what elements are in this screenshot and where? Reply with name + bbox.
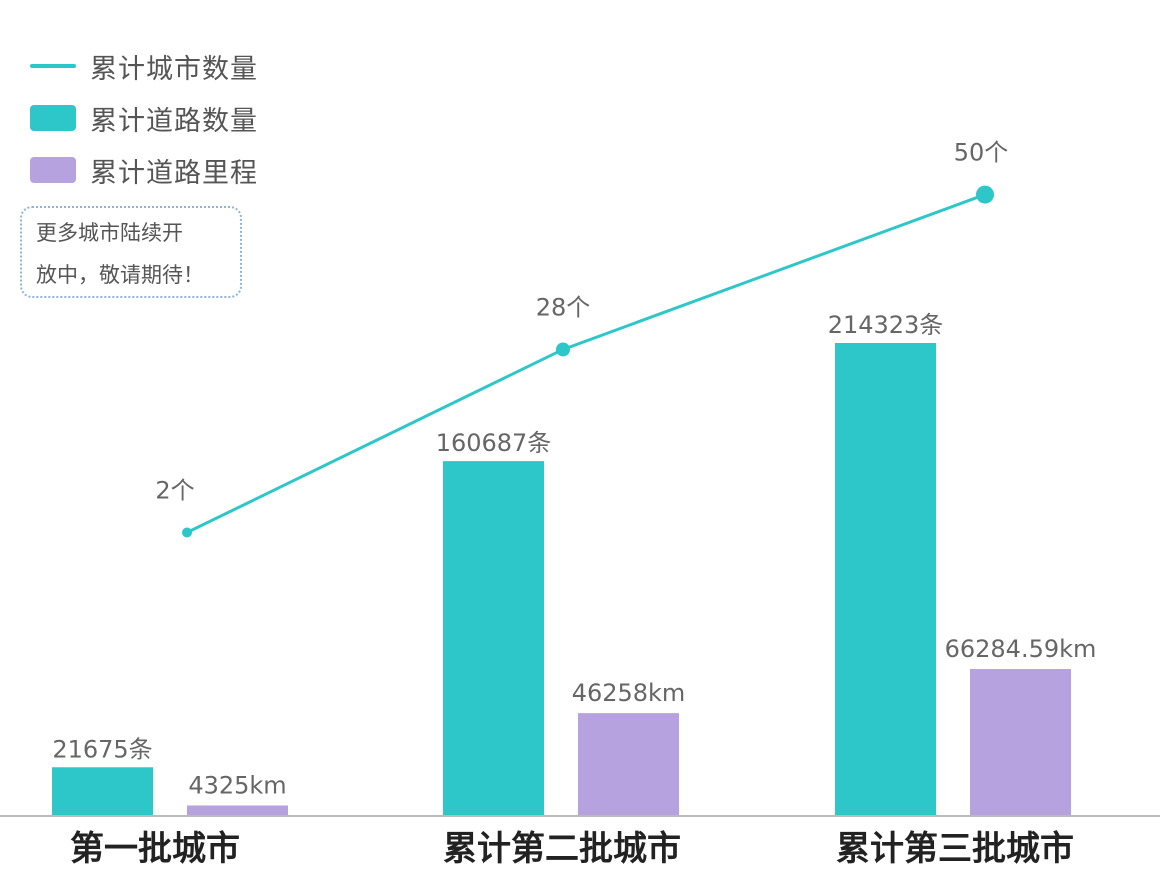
legend-item-road-count[interactable]: 累计道路数量 (30, 92, 258, 144)
category-label: 第一批城市 (70, 829, 240, 869)
bar-road-mileage[interactable] (187, 805, 288, 815)
legend-box-swatch (30, 157, 76, 183)
city-count-point[interactable] (556, 342, 570, 357)
bar-label-road-mileage: 46258km (572, 679, 686, 707)
bar-road-count[interactable] (835, 343, 936, 815)
category-label: 累计第二批城市 (443, 829, 681, 869)
note-line-1: 更多城市陆续开 (36, 221, 183, 245)
bar-value-labels: 21675条 4325km 160687条 46258km 214323条 66284.5… (52, 311, 1096, 799)
bar-road-count[interactable] (52, 767, 153, 815)
road-count-bars (52, 343, 936, 815)
road-mileage-bars (187, 669, 1071, 815)
note-line-2: 放中，敬请期待！ (36, 263, 204, 287)
bar-label-road-count: 160687条 (436, 429, 552, 457)
legend-box-swatch (30, 105, 76, 131)
city-count-line-series: 2个 28个 50个 (155, 139, 1008, 538)
city-count-label: 2个 (155, 477, 194, 505)
bar-road-count[interactable] (443, 461, 544, 815)
bar-label-road-count: 21675条 (52, 735, 152, 763)
city-count-label: 50个 (954, 139, 1009, 167)
bar-label-road-mileage: 66284.59km (945, 635, 1097, 663)
bar-label-road-count: 214323条 (828, 311, 944, 339)
legend-label: 累计城市数量 (90, 53, 258, 85)
legend-line-swatch (30, 64, 76, 68)
coming-soon-note: 更多城市陆续开 放中，敬请期待！ (20, 206, 242, 298)
city-count-label: 28个 (536, 293, 591, 321)
bar-label-road-mileage: 4325km (188, 771, 286, 799)
legend: 累计城市数量 累计道路数量 累计道路里程 (30, 40, 258, 196)
legend-item-road-mileage[interactable]: 累计道路里程 (30, 144, 258, 196)
legend-item-city-count[interactable]: 累计城市数量 (30, 40, 258, 92)
legend-label: 累计道路数量 (90, 105, 258, 137)
legend-label: 累计道路里程 (90, 157, 258, 189)
city-count-point[interactable] (976, 185, 994, 204)
category-label: 累计第三批城市 (836, 829, 1074, 869)
city-count-point[interactable] (182, 527, 192, 538)
category-tick-labels: 第一批城市 累计第二批城市 累计第三批城市 (70, 829, 1074, 869)
bar-road-mileage[interactable] (970, 669, 1071, 815)
bar-road-mileage[interactable] (578, 713, 679, 815)
